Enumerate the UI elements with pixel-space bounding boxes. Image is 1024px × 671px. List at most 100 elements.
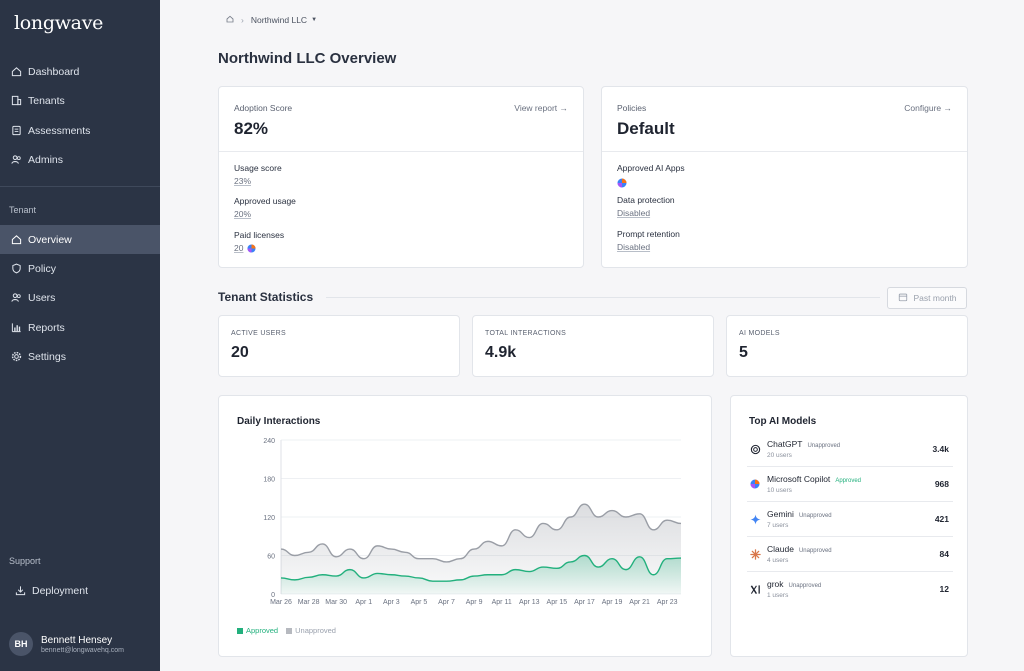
y-tick-label: 180 bbox=[263, 477, 275, 484]
model-name: Claude bbox=[767, 544, 794, 554]
card-divider bbox=[219, 151, 583, 152]
model-users: 20 users bbox=[767, 452, 792, 459]
y-tick-label: 60 bbox=[267, 554, 275, 561]
document-icon bbox=[10, 125, 22, 137]
sidebar-item-label: Policy bbox=[28, 262, 57, 275]
download-icon bbox=[14, 585, 26, 597]
x-tick-label: Apr 1 bbox=[355, 599, 372, 606]
sidebar-item-users[interactable]: Users bbox=[0, 283, 160, 312]
legend-swatch-approved bbox=[237, 627, 243, 634]
model-name-line: Gemini Unapproved bbox=[767, 509, 832, 519]
sidebar-item-label: Admins bbox=[28, 153, 64, 166]
model-name-line: Claude Unapproved bbox=[767, 544, 832, 554]
daily-interactions-chart: 0 60 120 180 240 Mar 26 Mar 28 Mar 30 Apr 1 Apr 3… bbox=[263, 438, 682, 606]
view-report-link[interactable]: View report → bbox=[514, 103, 568, 113]
usage-score-value[interactable]: 23% bbox=[234, 176, 252, 186]
breadcrumb-tenant[interactable]: Northwind LLC bbox=[250, 15, 308, 25]
model-name: ChatGPT bbox=[767, 439, 803, 449]
home-icon[interactable] bbox=[226, 15, 234, 25]
sidebar-item-label: Deployment bbox=[32, 584, 89, 597]
bar-chart-icon bbox=[10, 322, 22, 334]
paid-licenses-value[interactable]: 20 bbox=[234, 243, 257, 253]
approved-usage-value[interactable]: 20% bbox=[234, 209, 252, 219]
model-row-grok[interactable]: grok Unapproved 1 users 12 bbox=[747, 572, 953, 607]
sidebar-item-policy[interactable]: Policy bbox=[0, 254, 160, 283]
building-icon bbox=[10, 95, 22, 107]
date-range-button[interactable]: Past month bbox=[887, 287, 967, 309]
model-name-line: ChatGPT Unapproved bbox=[767, 439, 840, 449]
sidebar-item-assessments[interactable]: Assessments bbox=[0, 116, 160, 145]
sidebar-section-tenant: Tenant bbox=[9, 205, 37, 215]
model-users: 4 users bbox=[767, 557, 789, 564]
usage-score-label: Usage score bbox=[234, 163, 282, 173]
stat-value: 5 bbox=[739, 344, 748, 361]
policies-label: Policies bbox=[617, 103, 647, 113]
stat-card-total-interactions: TOTAL INTERACTIONS 4.9k bbox=[472, 315, 714, 377]
series-line-unapproved bbox=[280, 503, 682, 563]
model-users: 10 users bbox=[767, 487, 792, 494]
status-badge: Unapproved bbox=[788, 583, 822, 589]
sidebar-item-label: Dashboard bbox=[28, 65, 80, 78]
legend-swatch-unapproved bbox=[286, 627, 293, 634]
model-row-chatgpt[interactable]: ChatGPT Unapproved 20 users 3.4k bbox=[747, 432, 953, 467]
sidebar-item-deployment[interactable]: Deployment bbox=[0, 576, 160, 605]
legend-label-unapproved: Unapproved bbox=[295, 626, 336, 635]
stat-label: ACTIVE USERS bbox=[231, 330, 286, 337]
status-badge: Unapproved bbox=[798, 548, 832, 554]
claude-icon bbox=[749, 548, 761, 560]
gemini-icon bbox=[749, 513, 761, 525]
x-tick-label: Apr 23 bbox=[657, 599, 678, 606]
policies-card: Policies Configure → Default Approved AI… bbox=[601, 86, 968, 268]
y-tick-label: 120 bbox=[263, 515, 275, 522]
y-tick-label: 0 bbox=[271, 592, 275, 599]
sidebar-item-overview[interactable]: Overview bbox=[0, 225, 160, 254]
x-tick-label: Mar 28 bbox=[298, 599, 320, 606]
sidebar-item-label: Users bbox=[28, 291, 56, 304]
shield-icon bbox=[10, 263, 22, 275]
user-email: bennett@longwavehq.com bbox=[41, 646, 124, 654]
model-count: 968 bbox=[934, 479, 949, 489]
sidebar-item-reports[interactable]: Reports bbox=[0, 313, 160, 342]
sidebar-item-settings[interactable]: Settings bbox=[0, 342, 160, 371]
model-count: 421 bbox=[934, 514, 949, 524]
x-tick-label: Apr 21 bbox=[629, 599, 650, 606]
calendar-icon bbox=[898, 292, 908, 304]
model-users: 7 users bbox=[767, 522, 789, 529]
stat-value: 20 bbox=[231, 344, 249, 361]
x-tick-label: Apr 9 bbox=[466, 599, 483, 606]
x-tick-label: Apr 13 bbox=[519, 599, 540, 606]
sidebar-item-label: Overview bbox=[28, 233, 72, 246]
gear-icon bbox=[10, 351, 22, 363]
data-protection-value[interactable]: Disabled bbox=[617, 208, 651, 218]
adoption-label: Adoption Score bbox=[234, 103, 293, 113]
home-icon bbox=[10, 66, 22, 78]
brand-logo[interactable]: longwave bbox=[14, 12, 104, 34]
y-tick-label: 240 bbox=[263, 438, 275, 445]
x-tick-label: Apr 5 bbox=[411, 599, 428, 606]
avatar: BH bbox=[9, 632, 33, 656]
model-row-copilot[interactable]: Microsoft Copilot Approved 10 users 968 bbox=[747, 467, 953, 502]
sidebar-item-label: Settings bbox=[28, 350, 66, 363]
x-tick-label: Apr 11 bbox=[492, 599, 512, 606]
sidebar-item-dashboard[interactable]: Dashboard bbox=[0, 57, 160, 86]
home-icon bbox=[10, 234, 22, 246]
adoption-score: 82% bbox=[234, 119, 269, 138]
approved-apps-label: Approved AI Apps bbox=[617, 163, 685, 173]
model-row-gemini[interactable]: Gemini Unapproved 7 users 421 bbox=[747, 502, 953, 537]
chevron-down-icon[interactable]: ▼ bbox=[311, 17, 318, 23]
sidebar-item-tenants[interactable]: Tenants bbox=[0, 86, 160, 115]
sidebar-item-admins[interactable]: Admins bbox=[0, 145, 160, 174]
section-divider bbox=[326, 297, 880, 298]
x-tick-label: Apr 15 bbox=[547, 599, 568, 606]
tenant-statistics-title: Tenant Statistics bbox=[218, 290, 314, 304]
configure-link[interactable]: Configure → bbox=[904, 103, 952, 113]
user-profile[interactable]: BH Bennett Hensey bennett@longwavehq.com bbox=[9, 632, 124, 656]
page-title: Northwind LLC Overview bbox=[218, 50, 397, 67]
daily-interactions-card: Daily Interactions 0 60 120 180 240 Mar 26 Mar… bbox=[218, 395, 712, 657]
model-name: Gemini bbox=[767, 509, 794, 519]
prompt-retention-value[interactable]: Disabled bbox=[617, 242, 651, 252]
model-row-claude[interactable]: Claude Unapproved 4 users 84 bbox=[747, 537, 953, 572]
model-name-line: Microsoft Copilot Approved bbox=[767, 474, 861, 484]
sidebar-item-label: Reports bbox=[28, 321, 65, 334]
series-area-approved bbox=[281, 555, 681, 594]
